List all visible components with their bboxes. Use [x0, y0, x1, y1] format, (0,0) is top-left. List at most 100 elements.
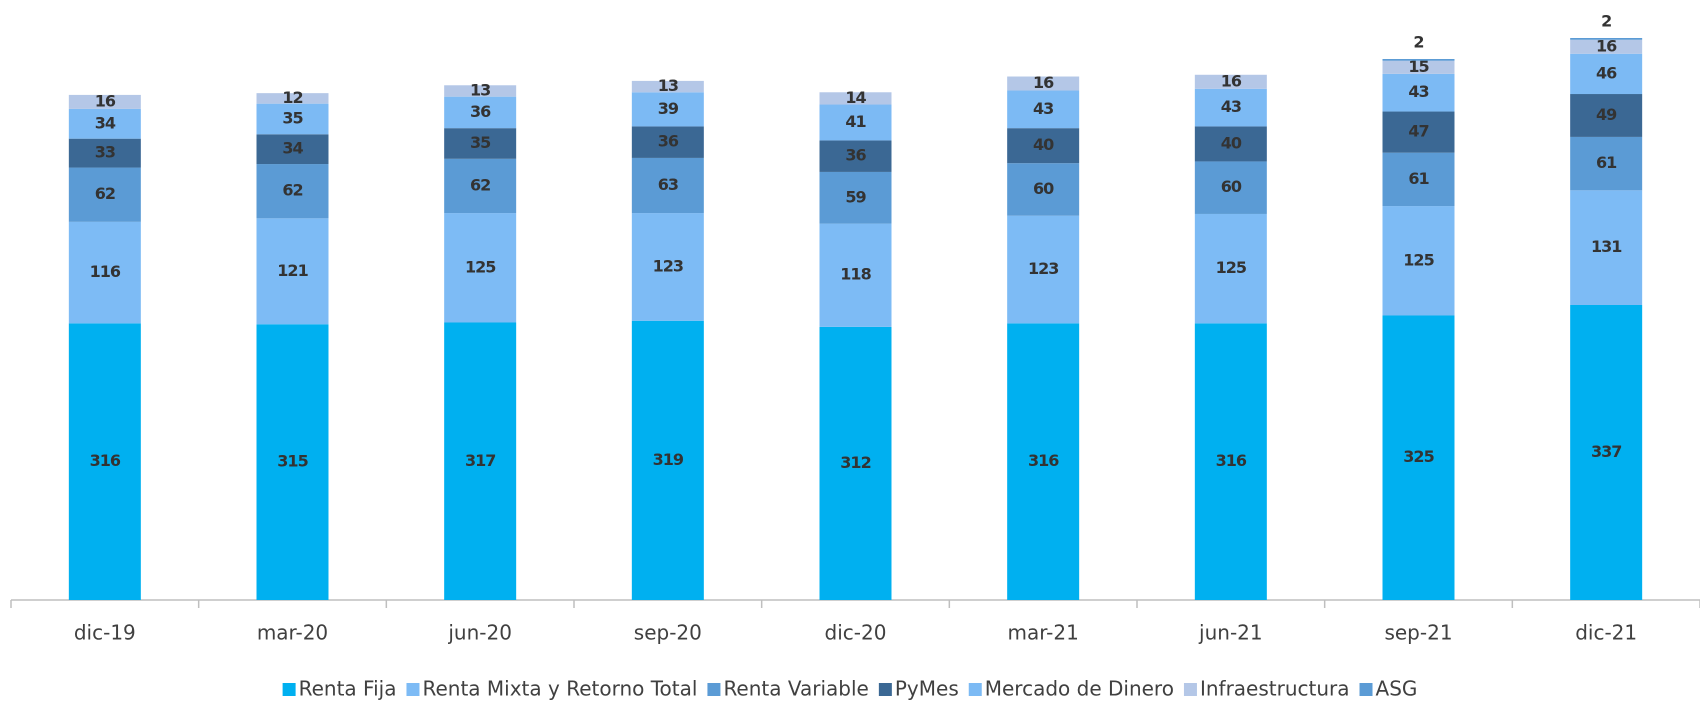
bar-segment	[68, 221, 141, 324]
bar-segment	[256, 134, 329, 165]
data-label: 34	[95, 113, 116, 132]
data-label: 123	[1028, 259, 1058, 278]
bar-segment	[631, 320, 704, 600]
bar-segment	[68, 138, 141, 168]
bar-segment	[444, 213, 517, 323]
legend-label: Renta Mixta y Retorno Total	[422, 677, 697, 701]
bar-segment	[631, 92, 704, 127]
bar-segment	[256, 164, 329, 219]
x-tick-label: jun-21	[1198, 621, 1263, 645]
data-label: 16	[1221, 71, 1242, 90]
data-label: 62	[95, 184, 115, 203]
bar-segment	[1570, 53, 1643, 95]
bar-segment	[1007, 323, 1080, 600]
legend-swatch	[1359, 683, 1373, 696]
data-label: 16	[1033, 73, 1054, 92]
bar-segment	[819, 223, 892, 327]
bar-segment	[1570, 94, 1643, 137]
bar-segment	[256, 103, 329, 135]
bar-segment	[444, 85, 517, 97]
bar-segment	[1570, 136, 1643, 191]
data-label: 312	[840, 453, 870, 472]
data-label: 337	[1591, 442, 1621, 461]
bar-segment	[1570, 39, 1643, 54]
bar-segment	[444, 128, 517, 159]
bar-segment	[1382, 152, 1455, 207]
data-label: 47	[1408, 122, 1428, 141]
legend-swatch	[406, 683, 420, 696]
x-tick-label: sep-20	[634, 621, 702, 645]
legend-label: Infraestructura	[1200, 677, 1350, 701]
data-label: 16	[95, 91, 116, 110]
bar-segment	[819, 140, 892, 172]
data-label: 12	[282, 88, 302, 107]
bar-segment	[68, 108, 141, 139]
bar-segment	[1570, 304, 1643, 600]
bar-segment	[256, 324, 329, 600]
data-label: 14	[845, 88, 866, 107]
data-label: 316	[90, 451, 121, 470]
bar-segment	[631, 126, 704, 158]
data-label: 59	[845, 187, 866, 206]
data-label: 33	[95, 143, 115, 162]
bar-segment	[819, 171, 892, 224]
data-label: 61	[1408, 169, 1429, 188]
data-label: 39	[658, 99, 679, 118]
legend-swatch	[707, 683, 721, 696]
data-label: 36	[658, 132, 679, 151]
bar-segment	[819, 92, 892, 105]
data-label: 319	[653, 450, 684, 469]
bar-segment	[1194, 88, 1267, 127]
data-label: 131	[1591, 237, 1622, 256]
bar-segment	[1194, 323, 1267, 600]
data-label: 125	[1216, 258, 1247, 277]
bar-segment	[68, 167, 141, 222]
data-label: 15	[1408, 57, 1429, 76]
data-label: 2	[1413, 33, 1423, 52]
data-label: 61	[1596, 153, 1617, 172]
bar-segment	[444, 96, 517, 129]
data-label: 35	[282, 108, 303, 127]
legend-label: PyMes	[895, 677, 959, 701]
bar-segment	[631, 213, 704, 321]
legend-label: Renta Fija	[299, 677, 397, 701]
data-label: 49	[1596, 105, 1617, 124]
legend-swatch	[968, 683, 982, 696]
data-label: 2	[1601, 12, 1611, 31]
data-label: 13	[470, 80, 490, 99]
data-label: 40	[1033, 135, 1054, 154]
x-tick-label: sep-21	[1384, 621, 1452, 645]
data-label: 16	[1596, 36, 1617, 55]
data-label: 36	[845, 146, 866, 165]
legend-label: Mercado de Dinero	[985, 677, 1174, 701]
bar-segment	[1007, 163, 1080, 216]
x-tick-label: dic-19	[74, 621, 136, 645]
bar-segment	[1194, 213, 1267, 324]
legend-label: Renta Variable	[723, 677, 868, 701]
legend-swatch	[1183, 683, 1197, 696]
bar-segment	[1382, 111, 1455, 153]
bar-segment	[68, 323, 141, 600]
data-label: 40	[1221, 133, 1242, 152]
bar-segment	[256, 93, 329, 104]
x-tick-label: mar-20	[257, 621, 328, 645]
data-label: 125	[1403, 250, 1434, 269]
x-tick-label: mar-21	[1007, 621, 1078, 645]
data-label: 325	[1403, 447, 1434, 466]
bar-segment	[1570, 38, 1643, 40]
bar-segment	[819, 326, 892, 600]
bar-segment	[1194, 74, 1267, 89]
data-label: 62	[282, 181, 302, 200]
bar-segment	[444, 158, 517, 214]
bar-segment	[1007, 76, 1080, 91]
data-label: 60	[1033, 179, 1054, 198]
data-label: 121	[277, 261, 308, 280]
data-label: 60	[1221, 177, 1242, 196]
legend-swatch	[878, 683, 892, 696]
data-label: 316	[1028, 451, 1059, 470]
x-tick-label: dic-20	[825, 621, 887, 645]
data-label: 43	[1408, 82, 1428, 101]
bar-segment	[1007, 90, 1080, 129]
